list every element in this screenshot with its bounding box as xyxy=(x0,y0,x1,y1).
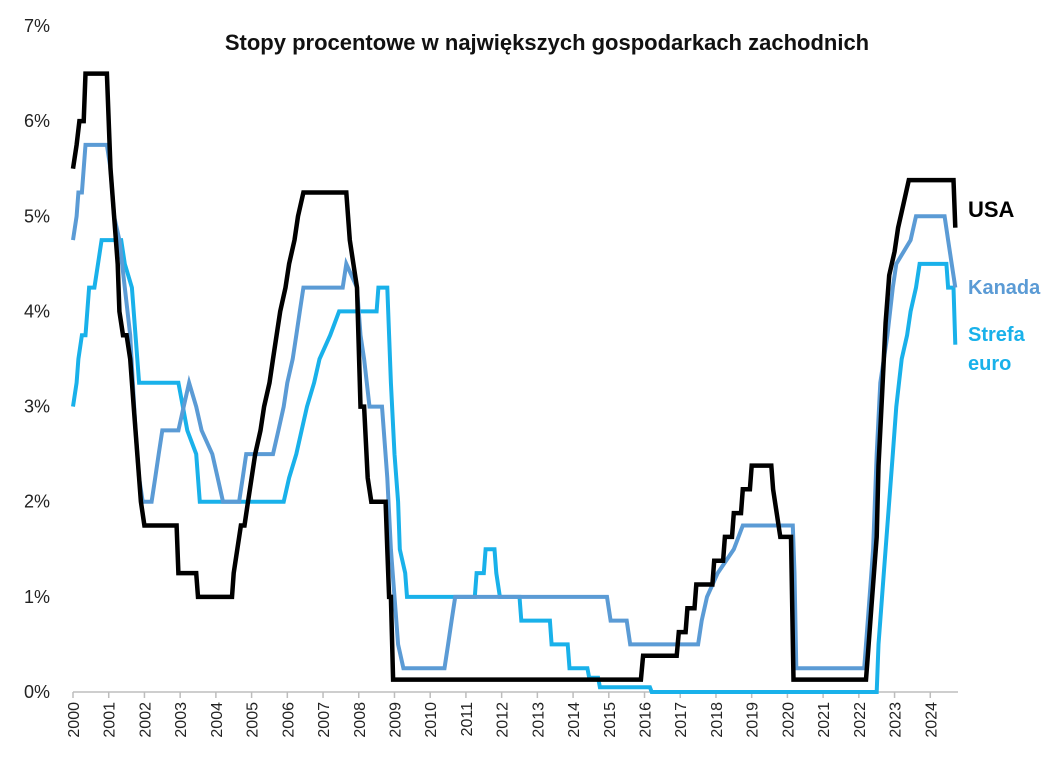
series-line-usa xyxy=(70,71,958,682)
x-tick-label: 2001 xyxy=(102,702,119,738)
x-tick-label: 2015 xyxy=(602,702,619,738)
y-axis-tick-labels: 0% 1% 2% 3% 4% 5% 6% 7% xyxy=(24,16,50,702)
series-label: euro xyxy=(968,353,1011,375)
x-tick-label: 2023 xyxy=(888,702,905,738)
y-tick-label: 4% xyxy=(24,301,50,321)
x-tick-label: 2021 xyxy=(816,702,833,738)
x-tick-label: 2005 xyxy=(245,702,262,738)
x-tick-label: 2016 xyxy=(638,702,655,738)
x-tick-label: 2012 xyxy=(495,702,512,738)
x-tick-label: 2002 xyxy=(137,702,154,738)
y-tick-label: 6% xyxy=(24,111,50,131)
x-axis-ticks: 2000 2001 2002 2003 2004 2005 2006 2007 2008 2009… xyxy=(66,692,940,738)
x-tick-label: 2006 xyxy=(280,702,297,738)
x-tick-label: 2022 xyxy=(852,702,869,738)
series-line-strefa-euro xyxy=(71,238,958,694)
x-tick-label: 2008 xyxy=(352,702,369,738)
x-tick-label: 2010 xyxy=(423,702,440,738)
x-tick-label: 2019 xyxy=(745,702,762,738)
y-tick-label: 1% xyxy=(24,587,50,607)
x-tick-label: 2007 xyxy=(316,702,333,738)
chart-title: Stopy procentowe w największych gospodar… xyxy=(225,30,869,55)
series-lines xyxy=(70,71,958,694)
y-tick-label: 5% xyxy=(24,206,50,226)
x-tick-label: 2000 xyxy=(66,702,83,738)
x-tick-label: 2017 xyxy=(673,702,690,738)
x-tick-label: 2020 xyxy=(780,702,797,738)
y-tick-label: 7% xyxy=(24,16,50,36)
x-tick-label: 2011 xyxy=(459,702,476,737)
x-tick-label: 2003 xyxy=(173,702,190,738)
x-tick-label: 2009 xyxy=(387,702,404,738)
y-tick-label: 3% xyxy=(24,397,50,417)
x-tick-label: 2024 xyxy=(923,702,940,738)
series-label: USA xyxy=(968,197,1015,222)
y-tick-label: 2% xyxy=(24,492,50,512)
series-label: Strefa xyxy=(968,324,1026,346)
series-line-kanada xyxy=(71,142,958,671)
x-tick-label: 2018 xyxy=(709,702,726,738)
x-tick-label: 2014 xyxy=(566,702,583,738)
series-labels: USA Kanada Strefa euro xyxy=(968,197,1041,375)
x-tick-label: 2013 xyxy=(530,702,547,738)
series-label: Kanada xyxy=(968,277,1041,299)
x-tick-label: 2004 xyxy=(209,702,226,738)
y-tick-label: 0% xyxy=(24,682,50,702)
